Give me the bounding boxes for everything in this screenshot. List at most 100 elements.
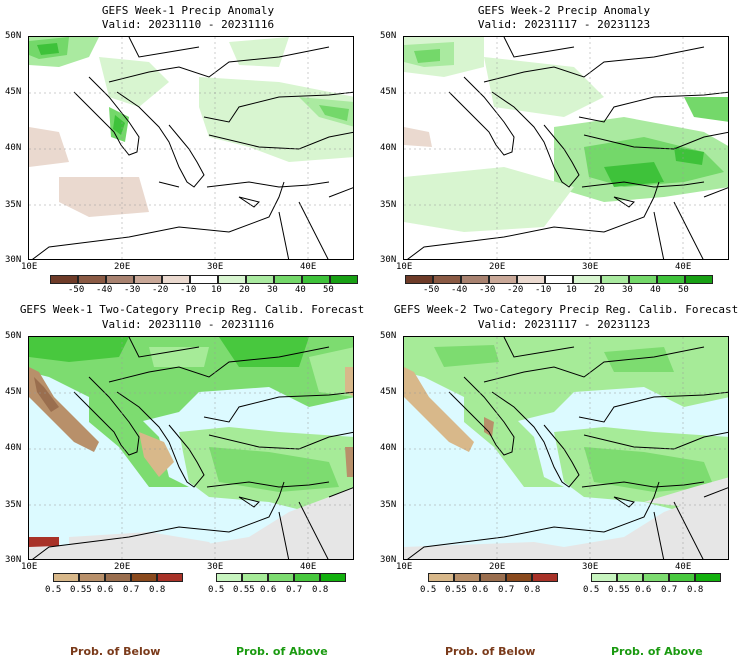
cbar-swatch — [629, 275, 657, 284]
cbar-swatch — [405, 275, 433, 284]
cbar-swatch — [454, 573, 480, 582]
p2-lat-45: 45N — [380, 87, 397, 97]
cbar-swatch — [131, 573, 157, 582]
cbar-label: 0.55 — [70, 585, 92, 595]
p1-lon-10: 10E — [21, 262, 38, 272]
panel2-title: GEFS Week-2 Precip Anomaly — [477, 4, 651, 17]
cbar-swatch — [480, 573, 506, 582]
p4-lat-50: 50N — [380, 331, 397, 341]
cbar-label: 40 — [650, 285, 661, 295]
p4-lat-30: 30N — [380, 555, 397, 565]
p3-lon-30: 30E — [207, 562, 224, 572]
cbar-label: -40 — [451, 285, 468, 295]
cbar-swatch — [190, 275, 218, 284]
cbar-label: 0.5 — [45, 585, 62, 595]
p2-lat-35: 35N — [380, 200, 397, 210]
cbar-swatch — [601, 275, 629, 284]
coastlines — [32, 337, 353, 559]
cbar-label: 50 — [323, 285, 334, 295]
cbar-swatch — [218, 275, 246, 284]
probability-shading — [29, 337, 353, 559]
cbar-label: -30 — [124, 285, 141, 295]
cbar-label: 0.6 — [472, 585, 489, 595]
cbar-swatch — [246, 275, 274, 284]
p1-lat-35: 35N — [5, 200, 22, 210]
below-colorbar-1: 0.5 0.55 0.6 0.7 0.8 — [45, 573, 183, 595]
cbar-swatch — [268, 573, 294, 582]
cbar-swatch — [461, 275, 489, 284]
cbar-label: -10 — [535, 285, 552, 295]
cbar-label: 0.8 — [524, 585, 541, 595]
cbar-label: 0.5 — [208, 585, 225, 595]
cbar-label: 0.7 — [498, 585, 515, 595]
coastlines — [32, 37, 353, 259]
p4-lon-40: 40E — [675, 562, 692, 572]
p1-lat-40: 40N — [5, 143, 22, 153]
panel2-map — [403, 36, 729, 260]
cbar-swatch — [545, 275, 573, 284]
prob-above-label: Prob. of Above — [236, 645, 328, 658]
cbar-label: 0.6 — [260, 585, 277, 595]
p1-lon-20: 20E — [114, 262, 131, 272]
panel4-title: GEFS Week-2 Two-Category Precip Reg. Cal… — [393, 303, 739, 316]
grid-lines — [29, 337, 353, 559]
cbar-swatch — [428, 573, 454, 582]
cbar-swatch — [617, 573, 643, 582]
panel3-valid: Valid: 20231110 - 20231116 — [101, 318, 275, 331]
anomaly-colorbar-2: -50 -40 -30 -20 -10 10 20 30 40 50 — [405, 275, 713, 295]
panel2-valid: Valid: 20231117 - 20231123 — [477, 18, 651, 31]
panel4-valid: Valid: 20231117 - 20231123 — [477, 318, 651, 331]
panel3-title: GEFS Week-1 Two-Category Precip Reg. Cal… — [19, 303, 365, 316]
p3-lon-20: 20E — [114, 562, 131, 572]
p3-lat-45: 45N — [5, 387, 22, 397]
cbar-swatch — [50, 275, 78, 284]
p1-lat-30: 30N — [5, 255, 22, 265]
cbar-swatch — [591, 573, 617, 582]
panel3-map-svg — [29, 337, 353, 559]
p3-lat-40: 40N — [5, 443, 22, 453]
cbar-swatch — [162, 275, 190, 284]
probability-shading — [404, 337, 728, 559]
cbar-swatch — [157, 573, 183, 582]
cbar-label: 0.8 — [149, 585, 166, 595]
p4-lat-40: 40N — [380, 443, 397, 453]
p1-lat-45: 45N — [5, 87, 22, 97]
cbar-swatch — [274, 275, 302, 284]
cbar-label: 0.7 — [286, 585, 303, 595]
cbar-swatch — [685, 275, 713, 284]
p1-lat-50: 50N — [5, 31, 22, 41]
precip-anomaly-shading — [404, 37, 728, 232]
prob-below-label: Prob. of Below — [445, 645, 536, 658]
cbar-label: 30 — [267, 285, 278, 295]
cbar-swatch — [242, 573, 268, 582]
cbar-label: 0.55 — [233, 585, 255, 595]
cbar-swatch — [302, 275, 330, 284]
cbar-swatch — [330, 275, 358, 284]
cbar-label: 10 — [566, 285, 577, 295]
cbar-label: 50 — [678, 285, 689, 295]
panel4-map-svg — [404, 337, 728, 559]
cbar-label: 0.5 — [583, 585, 600, 595]
panel1-title: GEFS Week-1 Precip Anomaly — [101, 4, 275, 17]
cbar-label: -40 — [96, 285, 113, 295]
panel4-map — [403, 336, 729, 560]
cbar-label: 0.55 — [608, 585, 630, 595]
cbar-label: 20 — [594, 285, 605, 295]
cbar-label: -50 — [423, 285, 440, 295]
cbar-label: 10 — [211, 285, 222, 295]
p2-lat-50: 50N — [380, 31, 397, 41]
anomaly-colorbar-1: -50 -40 -30 -20 -10 10 20 30 40 50 — [50, 275, 358, 295]
p3-lon-10: 10E — [21, 562, 38, 572]
p3-lat-50: 50N — [5, 331, 22, 341]
cbar-swatch — [106, 275, 134, 284]
cbar-label: 0.5 — [420, 585, 437, 595]
panel1-map — [28, 36, 354, 260]
p2-lon-30: 30E — [582, 262, 599, 272]
grid-lines — [29, 37, 353, 259]
prob-below-label: Prob. of Below — [70, 645, 161, 658]
panel1-map-svg — [29, 37, 353, 259]
cbar-label: 30 — [622, 285, 633, 295]
cbar-label: 40 — [295, 285, 306, 295]
cbar-swatch — [489, 275, 517, 284]
p4-lat-45: 45N — [380, 387, 397, 397]
